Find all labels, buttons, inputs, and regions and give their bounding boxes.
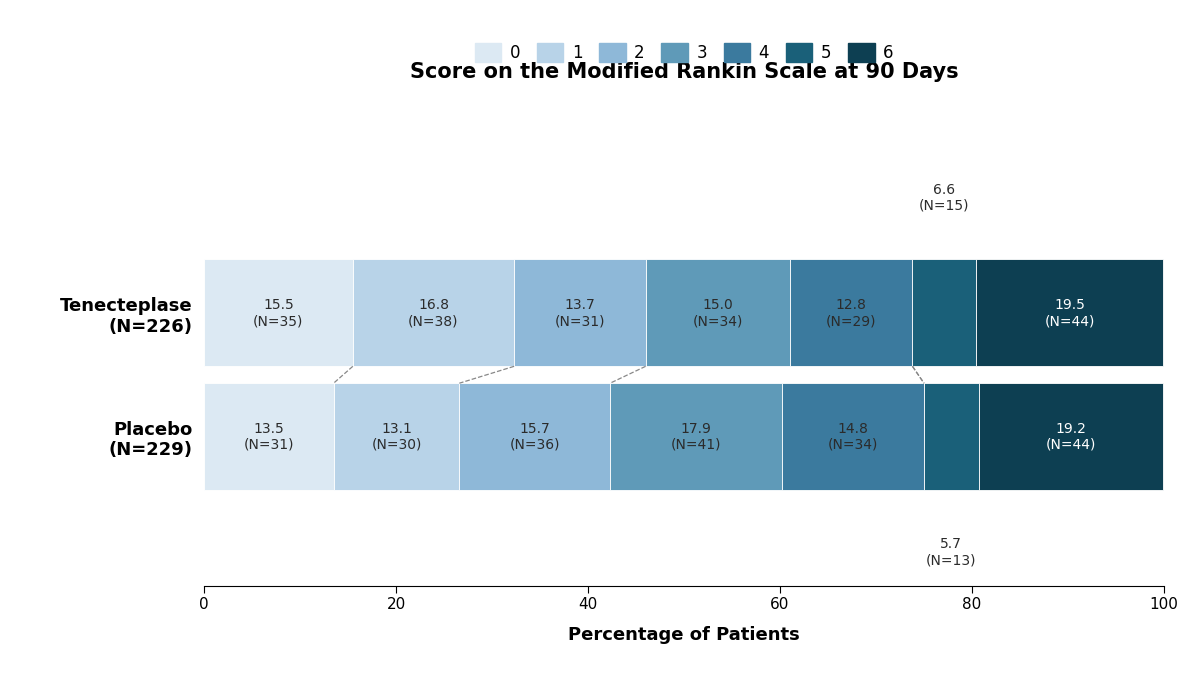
- Bar: [334, 383, 460, 490]
- Text: 6.6
(N=15): 6.6 (N=15): [919, 183, 970, 212]
- Bar: [924, 383, 979, 490]
- Text: 13.5
(N=31): 13.5 (N=31): [244, 422, 294, 452]
- Text: 17.9
(N=41): 17.9 (N=41): [671, 422, 721, 452]
- Text: 19.5
(N=44): 19.5 (N=44): [1044, 298, 1094, 328]
- Text: 15.5
(N=35): 15.5 (N=35): [253, 298, 304, 328]
- Text: 19.2
(N=44): 19.2 (N=44): [1045, 422, 1096, 452]
- Text: 13.1
(N=30): 13.1 (N=30): [371, 422, 421, 452]
- Text: 14.8
(N=34): 14.8 (N=34): [828, 422, 878, 452]
- Bar: [353, 259, 514, 366]
- Bar: [790, 259, 912, 366]
- Bar: [460, 383, 610, 490]
- Bar: [782, 383, 924, 490]
- Bar: [979, 383, 1163, 490]
- Bar: [514, 259, 646, 366]
- Bar: [204, 383, 334, 490]
- Text: 16.8
(N=38): 16.8 (N=38): [408, 298, 458, 328]
- Bar: [976, 259, 1163, 366]
- Bar: [610, 383, 782, 490]
- Bar: [646, 259, 790, 366]
- Bar: [912, 259, 976, 366]
- Text: 15.0
(N=34): 15.0 (N=34): [692, 298, 743, 328]
- Text: 15.7
(N=36): 15.7 (N=36): [510, 422, 560, 452]
- Title: Score on the Modified Rankin Scale at 90 Days: Score on the Modified Rankin Scale at 90…: [409, 61, 959, 82]
- Legend: 0, 1, 2, 3, 4, 5, 6: 0, 1, 2, 3, 4, 5, 6: [468, 36, 900, 69]
- Text: 5.7
(N=13): 5.7 (N=13): [926, 537, 977, 567]
- Text: 13.7
(N=31): 13.7 (N=31): [554, 298, 605, 328]
- X-axis label: Percentage of Patients: Percentage of Patients: [568, 627, 800, 644]
- Text: 12.8
(N=29): 12.8 (N=29): [826, 298, 876, 328]
- Bar: [204, 259, 353, 366]
